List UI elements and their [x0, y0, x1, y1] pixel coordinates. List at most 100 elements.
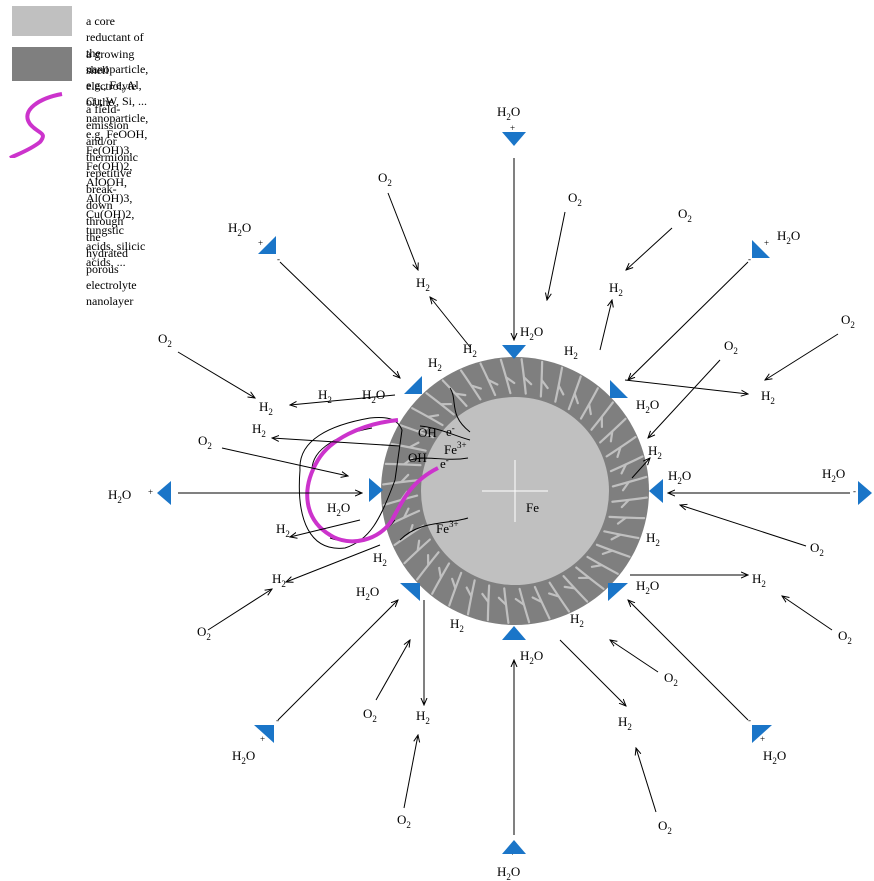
reaction-arrow [599, 300, 612, 351]
reaction-arrow [387, 192, 418, 270]
hydrogen-label: H2 [761, 388, 775, 406]
reaction-arrow [279, 261, 400, 378]
minus-sign: - [853, 486, 856, 496]
water-dipole-icon [502, 626, 526, 640]
water-label: H2O [636, 397, 659, 415]
minus-sign: - [276, 715, 279, 725]
pore-branch [540, 379, 549, 390]
plus-sign: + [148, 487, 153, 497]
water-dipole-icon [400, 583, 420, 601]
pore-branch [470, 384, 482, 390]
reaction-arrow [221, 447, 348, 476]
reaction-arrow [648, 359, 721, 438]
hydrogen-label: H2 [276, 521, 290, 539]
water-dipole-icon [752, 240, 770, 258]
water-dipole-icon [404, 376, 422, 394]
core-crosshair [482, 460, 548, 522]
reaction-arrow [680, 505, 807, 547]
water-label: H2O [327, 500, 350, 518]
water-dipole-icon [502, 132, 526, 146]
water-dipole-icon [752, 725, 772, 743]
pore-branch [497, 596, 507, 606]
pore-branch [616, 446, 622, 458]
pore-branch [616, 516, 627, 525]
reaction-arrow [403, 735, 418, 809]
reaction-arrow [628, 600, 749, 721]
hydrogen-label: H2 [416, 708, 430, 726]
oxygen-label: O2 [678, 206, 692, 224]
breakdown-swatch-icon [9, 92, 63, 158]
pore-branch [590, 564, 603, 568]
hydroxide-ion: OH [418, 425, 437, 440]
oxygen-label: O2 [724, 338, 738, 356]
pore-branch [620, 463, 627, 475]
minus-sign: - [277, 254, 280, 264]
oxygen-label: O2 [378, 170, 392, 188]
legend-shell-text: a growing shell electrolyte of the nanop… [86, 47, 149, 269]
pore-branch [514, 597, 525, 606]
pore-branch [557, 384, 565, 396]
hydrogen-label: H2 [463, 341, 477, 359]
hydrogen-label: H2 [609, 280, 623, 298]
hydrogen-label: H2 [259, 399, 273, 417]
reaction-arrow [628, 261, 749, 380]
reaction-arrow [207, 589, 272, 631]
core-label: Fe [526, 500, 539, 515]
minus-sign: - [748, 254, 751, 264]
reaction-arrow [277, 600, 398, 721]
plus-sign: + [260, 734, 265, 744]
water-dipole-icon [254, 725, 274, 743]
reaction-arrow [610, 640, 659, 673]
pore-branch [403, 507, 410, 519]
hydrogen-label: H2 [252, 421, 266, 439]
porous-channels [382, 358, 648, 624]
pore-branch [601, 549, 614, 555]
reaction-arrow [286, 544, 381, 582]
minus-sign: - [748, 715, 751, 725]
pore-branch [505, 376, 516, 385]
reaction-arrow [430, 297, 471, 348]
reaction-arrow [636, 748, 657, 813]
electron: e- [446, 423, 455, 439]
reaction-arrow [626, 227, 673, 270]
pore-branch [609, 430, 614, 443]
crack-lines [399, 387, 471, 541]
reaction-arrow [624, 379, 748, 394]
hydrogen-label: H2 [570, 611, 584, 629]
pore-branch [408, 441, 420, 449]
oxygen-label: O2 [197, 624, 211, 642]
hydrogen-label: H2 [618, 714, 632, 732]
plus-sign: + [258, 238, 263, 248]
shell-swatch [12, 47, 72, 81]
pore-branch [408, 524, 414, 536]
breakdown-outer-boundary [298, 417, 403, 549]
oxygen-label: O2 [838, 628, 852, 646]
pore-branch [454, 392, 467, 397]
hydrogen-label: H2 [272, 571, 286, 589]
water-label: H2O [777, 228, 800, 246]
water-label: H2O [822, 466, 845, 484]
reaction-arrow [272, 438, 401, 447]
reaction-arrow [290, 519, 361, 537]
water-dipole-icon [502, 840, 526, 854]
water-dipole-icon [502, 345, 526, 359]
legend-breakdown-text: a field-emission and/or thermionic repet… [86, 102, 138, 308]
water-dipole-icon [858, 481, 872, 505]
hydrogen-label: H2 [318, 387, 332, 405]
ferric-ion: Fe3+ [436, 519, 459, 536]
reaction-arrow [765, 333, 839, 380]
water-label: H2O [356, 584, 379, 602]
reaction-arrow [375, 640, 410, 701]
hydroxide-ion: OH [408, 450, 427, 465]
hydrogen-label: H2 [416, 275, 430, 293]
water-dipole-icon [649, 479, 663, 503]
water-dipole-icon [610, 380, 628, 398]
water-label: H2O [362, 387, 385, 405]
reaction-arrow [547, 211, 566, 300]
pore-branch [451, 577, 457, 590]
water-label: H2O [668, 468, 691, 486]
water-label: H2O [636, 578, 659, 596]
water-label: H2O [520, 324, 543, 342]
